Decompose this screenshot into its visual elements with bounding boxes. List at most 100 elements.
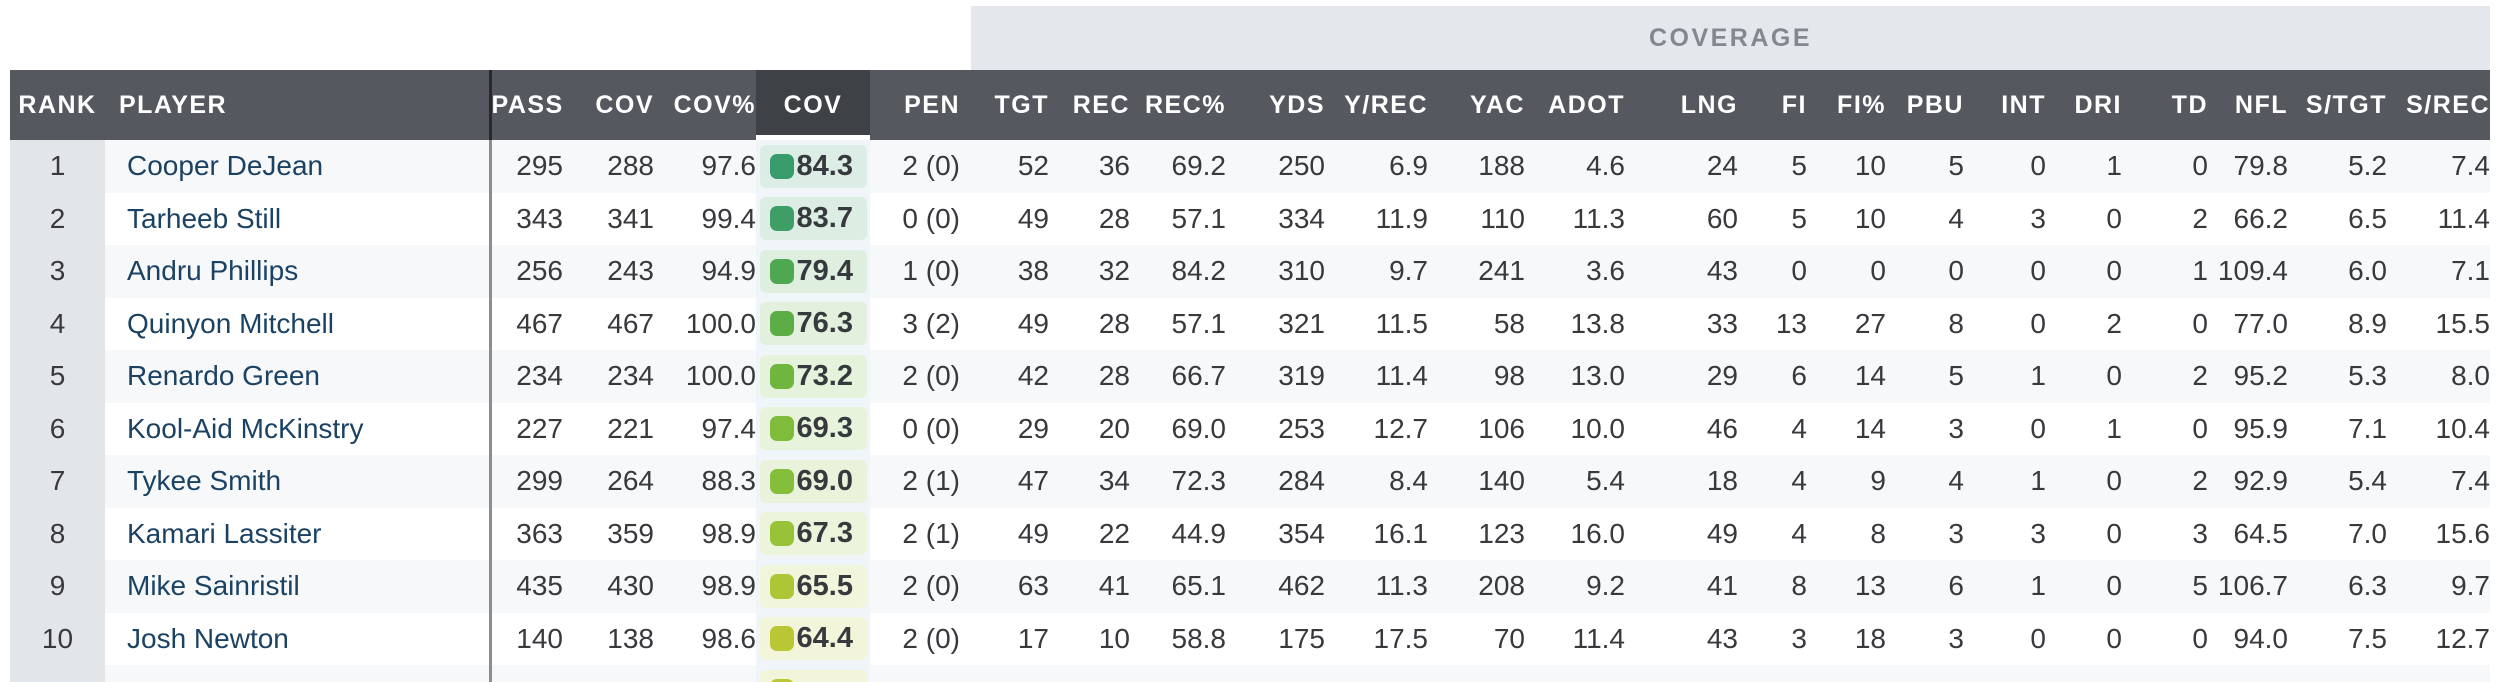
yds-cell: 334 [1226,192,1325,245]
player-link[interactable] [105,665,490,682]
yds-cell: 319 [1226,350,1325,403]
lng-cell: 33 [1625,297,1738,350]
s_tgt-cell: 5.3 [2288,350,2387,403]
grade-color-chip-icon [770,626,794,652]
pass-cell [488,665,563,682]
table-row-3: 3 Andru Phillips 256 243 94.9 79.4 1 (0) 38 32 84… [10,245,2490,298]
s_rec-cell: 10.4 [2387,402,2490,455]
column-header-s_rec[interactable]: S/REC [2387,70,2490,140]
rec-cell: 41 [1049,560,1130,613]
table-row-9: 9 Mike Sainristil 435 430 98.9 65.5 2 (0) 63 41 6… [10,560,2490,613]
y_rec-cell: 12.7 [1325,402,1428,455]
int-cell: 0 [1964,140,2046,193]
pbu-cell: 0 [1886,245,1964,298]
dri-cell: 0 [2046,507,2122,560]
column-header-pass[interactable]: PASS [488,70,563,140]
player-link[interactable]: Cooper DeJean [105,140,490,193]
int-cell: 0 [1964,297,2046,350]
header-row: RANK PLAYER PASS COV COV% COV PEN TGT REC REC% YDS… [10,70,2490,140]
player-link[interactable]: Tarheeb Still [105,192,490,245]
grade-value: 67.3 [796,517,853,550]
int-cell: 1 [1964,350,2046,403]
pbu-cell: 5 [1886,140,1964,193]
cov-cell: 138 [563,612,654,665]
rank-cell: 6 [10,402,105,455]
int-cell [1964,665,2046,682]
pbu-cell: 5 [1886,350,1964,403]
player-link[interactable]: Andru Phillips [105,245,490,298]
column-header-rank[interactable]: RANK [10,70,105,140]
int-cell: 0 [1964,245,2046,298]
cov_pct-cell: 88.3 [654,455,756,508]
s_rec-cell: 7.1 [2387,245,2490,298]
td-cell: 0 [2122,612,2208,665]
table-row-partial [10,665,2490,682]
int-cell: 1 [1964,455,2046,508]
player-link[interactable]: Kool-Aid McKinstry [105,402,490,455]
s_rec-cell: 7.4 [2387,140,2490,193]
player-link[interactable]: Renardo Green [105,350,490,403]
pbu-cell: 6 [1886,560,1964,613]
td-cell: 0 [2122,402,2208,455]
cov-grade-cell: 69.3 [756,402,870,455]
tgt-cell: 49 [960,192,1049,245]
column-header-pen[interactable]: PEN [870,70,960,140]
player-link[interactable]: Josh Newton [105,612,490,665]
column-header-player[interactable]: PLAYER [105,70,490,140]
nfl-cell: 109.4 [2208,245,2288,298]
fi-cell [1738,665,1807,682]
y_rec-cell: 16.1 [1325,507,1428,560]
lng-cell: 60 [1625,192,1738,245]
table-row-8: 8 Kamari Lassiter 363 359 98.9 67.3 2 (1) 49 22 4… [10,507,2490,560]
stats-table-header: RANK PLAYER PASS COV COV% COV PEN TGT REC REC% YDS… [10,70,2490,140]
column-header-tgt[interactable]: TGT [960,70,1049,140]
column-header-cov[interactable]: COV [563,70,654,140]
column-header-dri[interactable]: DRI [2046,70,2122,140]
pen-cell: 0 (0) [870,192,960,245]
rank-cell: 3 [10,245,105,298]
column-header-adot[interactable]: ADOT [1525,70,1625,140]
column-header-cov_pct[interactable]: COV% [654,70,756,140]
lng-cell: 43 [1625,612,1738,665]
player-link[interactable]: Quinyon Mitchell [105,297,490,350]
column-header-s_tgt[interactable]: S/TGT [2288,70,2387,140]
y_rec-cell: 11.5 [1325,297,1428,350]
column-header-td[interactable]: TD [2122,70,2208,140]
column-header-fi_pct[interactable]: FI% [1807,70,1886,140]
pbu-cell [1886,665,1964,682]
stats-table-body: 1 Cooper DeJean 295 288 97.6 84.3 2 (0) 52 36 69.… [10,140,2490,682]
grade-value: 64.4 [796,622,853,655]
column-header-y_rec[interactable]: Y/REC [1325,70,1428,140]
column-header-lng[interactable]: LNG [1625,70,1738,140]
column-header-grade[interactable]: COV [756,70,870,140]
s_rec-cell: 15.6 [2387,507,2490,560]
column-header-rec_pct[interactable]: REC% [1130,70,1226,140]
tgt-cell: 63 [960,560,1049,613]
player-link[interactable]: Tykee Smith [105,455,490,508]
column-header-rec[interactable]: REC [1049,70,1130,140]
dri-cell: 0 [2046,560,2122,613]
yac-cell: 106 [1428,402,1525,455]
player-link[interactable]: Kamari Lassiter [105,507,490,560]
yac-cell: 241 [1428,245,1525,298]
column-header-pbu[interactable]: PBU [1886,70,1964,140]
column-header-int[interactable]: INT [1964,70,2046,140]
yac-cell: 140 [1428,455,1525,508]
column-header-fi[interactable]: FI [1738,70,1807,140]
tgt-cell [960,665,1049,682]
pass-cell: 256 [488,245,563,298]
column-header-yac[interactable]: YAC [1428,70,1525,140]
pass-cell: 467 [488,297,563,350]
column-header-nfl[interactable]: NFL [2208,70,2288,140]
grade-badge: 69.3 [760,407,867,451]
pass-cell: 140 [488,612,563,665]
pen-cell: 2 (0) [870,350,960,403]
player-link[interactable]: Mike Sainristil [105,560,490,613]
cov-grade-cell: 84.3 [756,140,870,193]
s_rec-cell: 7.4 [2387,455,2490,508]
y_rec-cell: 11.3 [1325,560,1428,613]
grade-badge: 83.7 [760,197,867,241]
rec_pct-cell: 57.1 [1130,192,1226,245]
column-header-yds[interactable]: YDS [1226,70,1325,140]
s_tgt-cell: 5.4 [2288,455,2387,508]
